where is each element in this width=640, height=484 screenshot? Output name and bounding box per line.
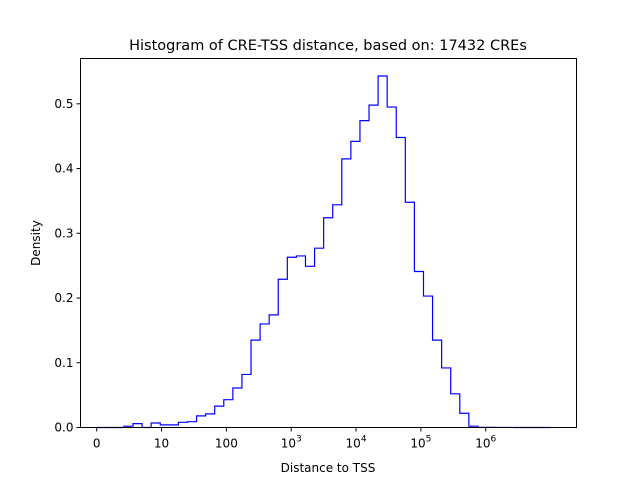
histogram-bin [451, 394, 460, 428]
histogram-bin [433, 340, 442, 427]
histogram-bin [460, 413, 469, 427]
histogram-bin [342, 159, 351, 428]
histogram-bin [178, 422, 187, 427]
x-tick-label: 104 [346, 435, 367, 451]
histogram-bin [369, 105, 378, 427]
x-tick-label: 105 [410, 435, 431, 451]
histogram-bin [187, 422, 196, 428]
histogram-bin [260, 324, 269, 428]
histogram-bin [197, 416, 206, 428]
histogram-bin [360, 121, 369, 428]
x-tick-label: 100 [215, 437, 238, 451]
y-axis-label: Density [29, 220, 43, 266]
x-axis-ticks: 0 10 100 103 104 105 106 [93, 428, 497, 451]
histogram-bin [405, 202, 414, 427]
histogram-bin [351, 141, 360, 427]
histogram-bin [269, 315, 278, 428]
histogram-bin [296, 256, 305, 428]
histogram-bin [278, 279, 287, 427]
histogram-bin [378, 76, 387, 428]
y-tick-label: 0.3 [54, 226, 73, 240]
histogram-bin [414, 271, 423, 427]
y-tick-label: 0.4 [54, 162, 73, 176]
histogram-bin [233, 388, 242, 427]
histogram-bin [315, 248, 324, 427]
histogram-bin [423, 296, 432, 427]
histogram-bin [242, 374, 251, 427]
histogram-bin [333, 205, 342, 428]
x-tick-label: 103 [281, 435, 302, 451]
histogram-bin [251, 340, 260, 427]
histogram-bin [151, 423, 160, 428]
x-tick-label: 0 [93, 437, 101, 451]
chart-title: Histogram of CRE-TSS distance, based on:… [129, 38, 527, 54]
histogram-bin [324, 218, 333, 428]
y-tick-label: 0.0 [54, 421, 73, 435]
histogram-marks [97, 76, 551, 428]
y-axis-ticks: 0.0 0.1 0.2 0.3 0.4 0.5 [54, 97, 80, 435]
x-axis-label: Distance to TSS [281, 461, 376, 475]
histogram-bin [305, 266, 314, 427]
y-tick-label: 0.5 [54, 97, 73, 111]
histogram-bin [387, 107, 396, 427]
y-tick-label: 0.2 [54, 291, 73, 305]
y-tick-label: 0.1 [54, 356, 73, 370]
x-tick-label: 106 [475, 435, 496, 451]
histogram-bin [287, 257, 296, 427]
histogram-bin [396, 137, 405, 427]
x-tick-label: 10 [154, 437, 169, 451]
histogram-bin [215, 406, 224, 427]
histogram-bin [206, 414, 215, 428]
histogram-bin [442, 368, 451, 428]
histogram-bin [224, 400, 233, 428]
